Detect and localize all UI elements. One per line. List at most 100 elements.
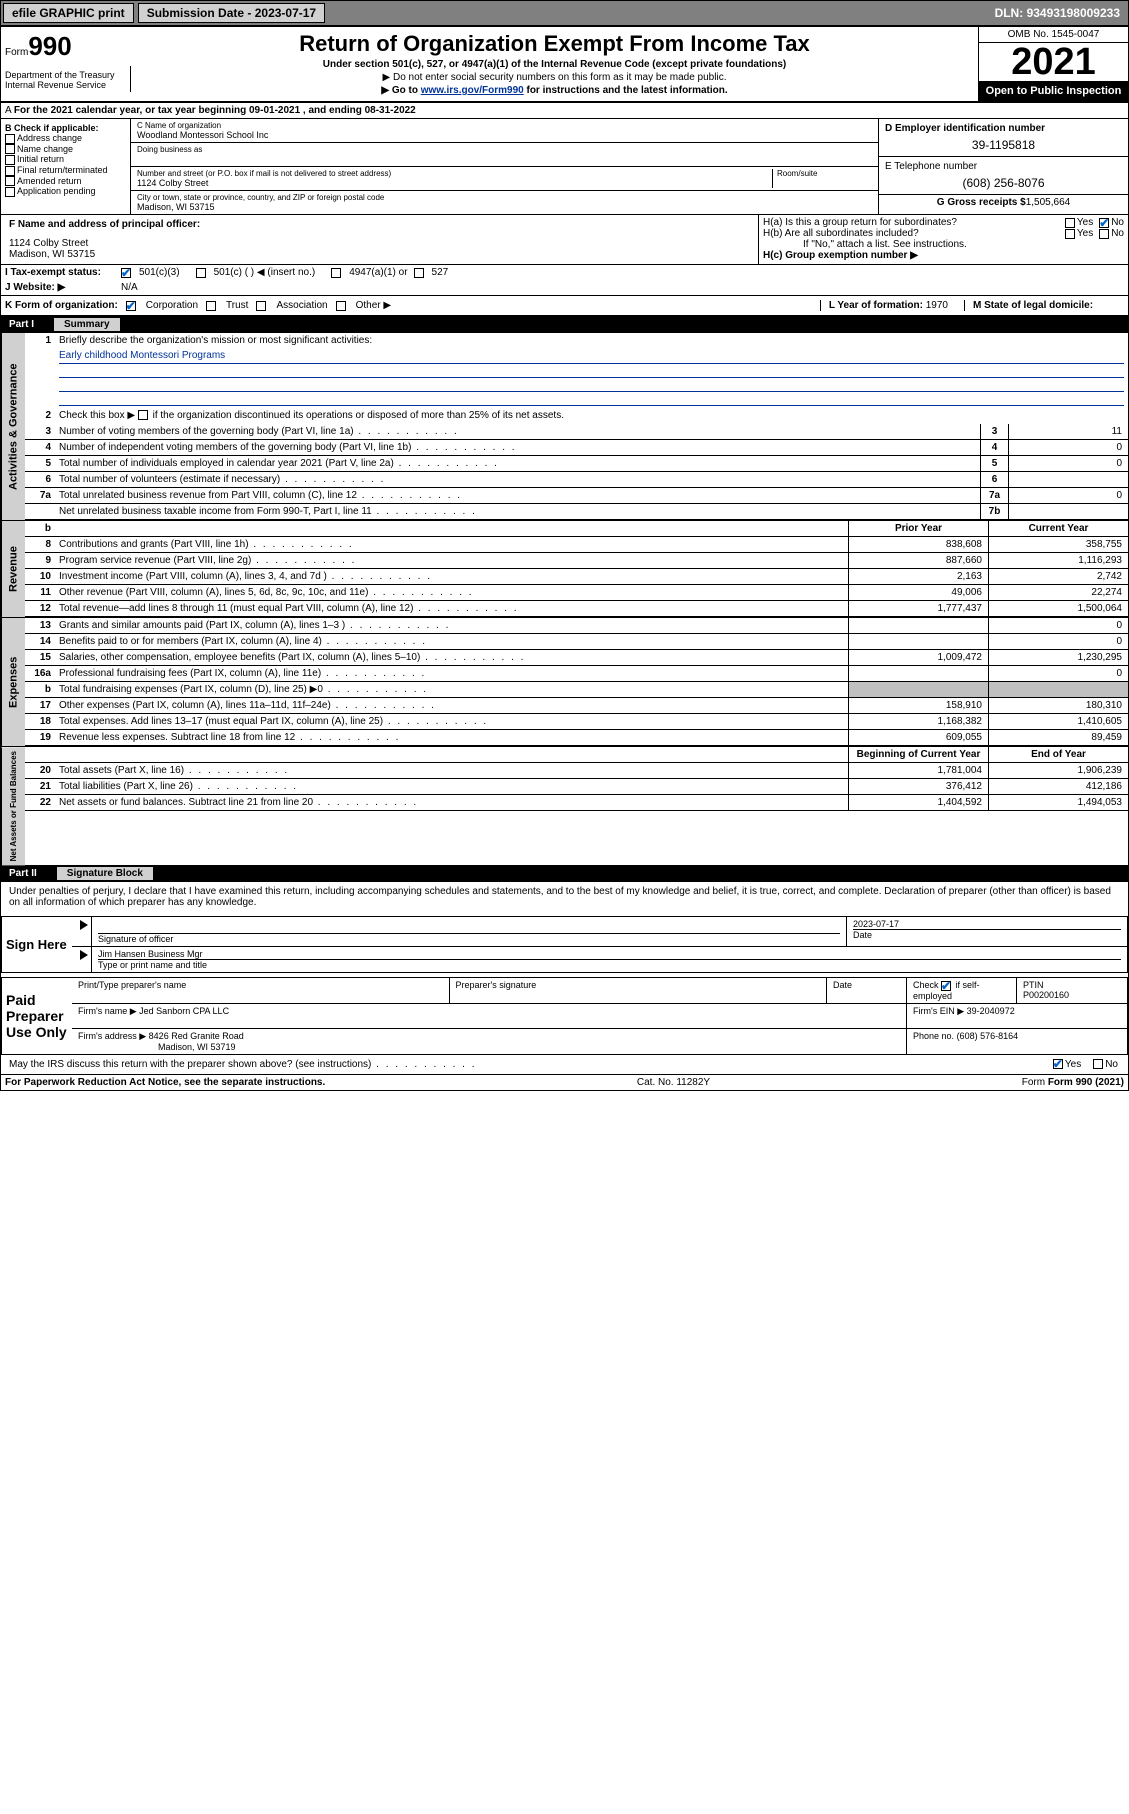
num: 22 bbox=[25, 795, 55, 810]
chk-501c3[interactable] bbox=[121, 268, 131, 278]
prior-val: 1,168,382 bbox=[848, 714, 988, 729]
prior-val bbox=[848, 682, 988, 697]
desc: Revenue less expenses. Subtract line 18 … bbox=[55, 730, 848, 745]
sig-date-val: 2023-07-17 bbox=[853, 919, 1121, 929]
dln-display: DLN: 93493198009233 bbox=[995, 6, 1126, 20]
chk-final[interactable]: Final return/terminated bbox=[5, 165, 126, 176]
sig-officer-cell: Signature of officer bbox=[92, 917, 847, 946]
chk-assoc[interactable] bbox=[256, 301, 266, 311]
num: 13 bbox=[25, 618, 55, 633]
net-section: Net Assets or Fund Balances Beginning of… bbox=[1, 746, 1128, 865]
chk-discuss-yes[interactable] bbox=[1053, 1059, 1063, 1069]
prior-val bbox=[848, 634, 988, 649]
arrow-cell bbox=[72, 917, 92, 946]
chk-name-label: Name change bbox=[17, 144, 73, 154]
firm-addr-label: Firm's address ▶ bbox=[78, 1031, 146, 1041]
desc: Other expenses (Part IX, column (A), lin… bbox=[55, 698, 848, 713]
dln-value: 93493198009233 bbox=[1027, 6, 1120, 20]
other-label: Other ▶ bbox=[356, 300, 391, 311]
num: b bbox=[25, 682, 55, 697]
num: 18 bbox=[25, 714, 55, 729]
num: 9 bbox=[25, 553, 55, 568]
desc: Contributions and grants (Part VIII, lin… bbox=[55, 537, 848, 552]
fin-line-14: 14 Benefits paid to or for members (Part… bbox=[25, 634, 1128, 650]
hb-no[interactable] bbox=[1099, 229, 1109, 239]
header-mid: Return of Organization Exempt From Incom… bbox=[131, 27, 978, 101]
chk-addr[interactable]: Address change bbox=[5, 133, 126, 144]
org-name: Woodland Montessori School Inc bbox=[137, 130, 872, 140]
net-curr-header: End of Year bbox=[988, 747, 1128, 762]
irs-link[interactable]: www.irs.gov/Form990 bbox=[421, 85, 524, 96]
header-sub2: ▶ Do not enter social security numbers o… bbox=[139, 72, 970, 83]
blank-desc2 bbox=[55, 747, 848, 762]
check-label: Check bbox=[913, 980, 939, 990]
desc: Total revenue—add lines 8 through 11 (mu… bbox=[55, 601, 848, 616]
phone-label: Phone no. bbox=[913, 1031, 954, 1041]
box-val: 0 bbox=[1008, 440, 1128, 455]
chk-other[interactable] bbox=[336, 301, 346, 311]
submission-date-button[interactable]: Submission Date - 2023-07-17 bbox=[138, 3, 325, 23]
dba-cell: Doing business as bbox=[131, 143, 878, 167]
gross-cell: G Gross receipts $1,505,664 bbox=[879, 195, 1128, 210]
chk-501c[interactable] bbox=[196, 268, 206, 278]
ptin-label: PTIN bbox=[1023, 980, 1121, 990]
curr-val: 22,274 bbox=[988, 585, 1128, 600]
chk-discontinued[interactable] bbox=[138, 410, 148, 420]
chk-self-emp[interactable] bbox=[941, 981, 951, 991]
chk-discuss-no[interactable] bbox=[1093, 1059, 1103, 1069]
num: 14 bbox=[25, 634, 55, 649]
firm-name-val: Jed Sanborn CPA LLC bbox=[139, 1006, 229, 1016]
curr-val: 1,906,239 bbox=[988, 763, 1128, 778]
section-b-row: B Check if applicable: Address change Na… bbox=[1, 119, 1128, 215]
ha-no[interactable] bbox=[1099, 218, 1109, 228]
chk-corp[interactable] bbox=[126, 301, 136, 311]
desc: Salaries, other compensation, employee b… bbox=[55, 650, 848, 665]
form-ref-val: Form 990 (2021) bbox=[1048, 1077, 1124, 1088]
prep-line-1: Print/Type preparer's name Preparer's si… bbox=[72, 978, 1127, 1004]
curr-val: 0 bbox=[988, 666, 1128, 681]
chk-final-label: Final return/terminated bbox=[17, 165, 108, 175]
desc: Total unrelated business revenue from Pa… bbox=[55, 488, 980, 503]
chk-app[interactable]: Application pending bbox=[5, 186, 126, 197]
chk-name[interactable]: Name change bbox=[5, 144, 126, 155]
ha-label: H(a) Is this a group return for subordin… bbox=[763, 217, 1065, 228]
num: 17 bbox=[25, 698, 55, 713]
mission-lines: Early childhood Montessori Programs bbox=[55, 348, 1128, 408]
prior-val: 158,910 bbox=[848, 698, 988, 713]
ha-yes[interactable] bbox=[1065, 218, 1075, 228]
header-row: Form990 Department of the Treasury Inter… bbox=[1, 27, 1128, 103]
num: 19 bbox=[25, 730, 55, 745]
part1-header: Part I Summary bbox=[1, 316, 1128, 333]
hb-label: H(b) Are all subordinates included? bbox=[763, 228, 1065, 239]
c-label: C Name of organization bbox=[137, 121, 872, 130]
num: 8 bbox=[25, 537, 55, 552]
part2-label: Part II bbox=[9, 868, 37, 879]
curr-val: 358,755 bbox=[988, 537, 1128, 552]
gov-line-5: 5 Total number of individuals employed i… bbox=[25, 456, 1128, 472]
chk-amended[interactable]: Amended return bbox=[5, 176, 126, 187]
preparer-label: Paid Preparer Use Only bbox=[2, 978, 72, 1054]
curr-val bbox=[988, 682, 1128, 697]
efile-print-button[interactable]: efile GRAPHIC print bbox=[3, 3, 134, 23]
chk-4947[interactable] bbox=[331, 268, 341, 278]
room-label: Room/suite bbox=[777, 169, 872, 178]
tel-value: (608) 256-8076 bbox=[885, 176, 1122, 190]
name-title-cell: Jim Hansen Business Mgr Type or print na… bbox=[92, 947, 1127, 972]
chk-trust[interactable] bbox=[206, 301, 216, 311]
chk-initial[interactable]: Initial return bbox=[5, 154, 126, 165]
desc: Total liabilities (Part X, line 26) bbox=[55, 779, 848, 794]
firm-ein-val: 39-2040972 bbox=[967, 1006, 1015, 1016]
desc: Investment income (Part VIII, column (A)… bbox=[55, 569, 848, 584]
sub-date: 2023-07-17 bbox=[255, 6, 316, 20]
chk-527[interactable] bbox=[414, 268, 424, 278]
officer-row: F Name and address of principal officer:… bbox=[1, 215, 1128, 265]
gross-label: G Gross receipts $ bbox=[937, 197, 1026, 208]
header-sub3: ▶ Go to www.irs.gov/Form990 for instruct… bbox=[139, 85, 970, 96]
hb-yes[interactable] bbox=[1065, 229, 1075, 239]
firm-ein-label: Firm's EIN ▶ bbox=[913, 1006, 964, 1016]
discuss-label: May the IRS discuss this return with the… bbox=[9, 1059, 371, 1070]
top-toolbar: efile GRAPHIC print Submission Date - 20… bbox=[0, 0, 1129, 26]
blank-desc bbox=[55, 521, 848, 536]
desc: Other revenue (Part VIII, column (A), li… bbox=[55, 585, 848, 600]
prep-check: Check if self-employed bbox=[907, 978, 1017, 1003]
